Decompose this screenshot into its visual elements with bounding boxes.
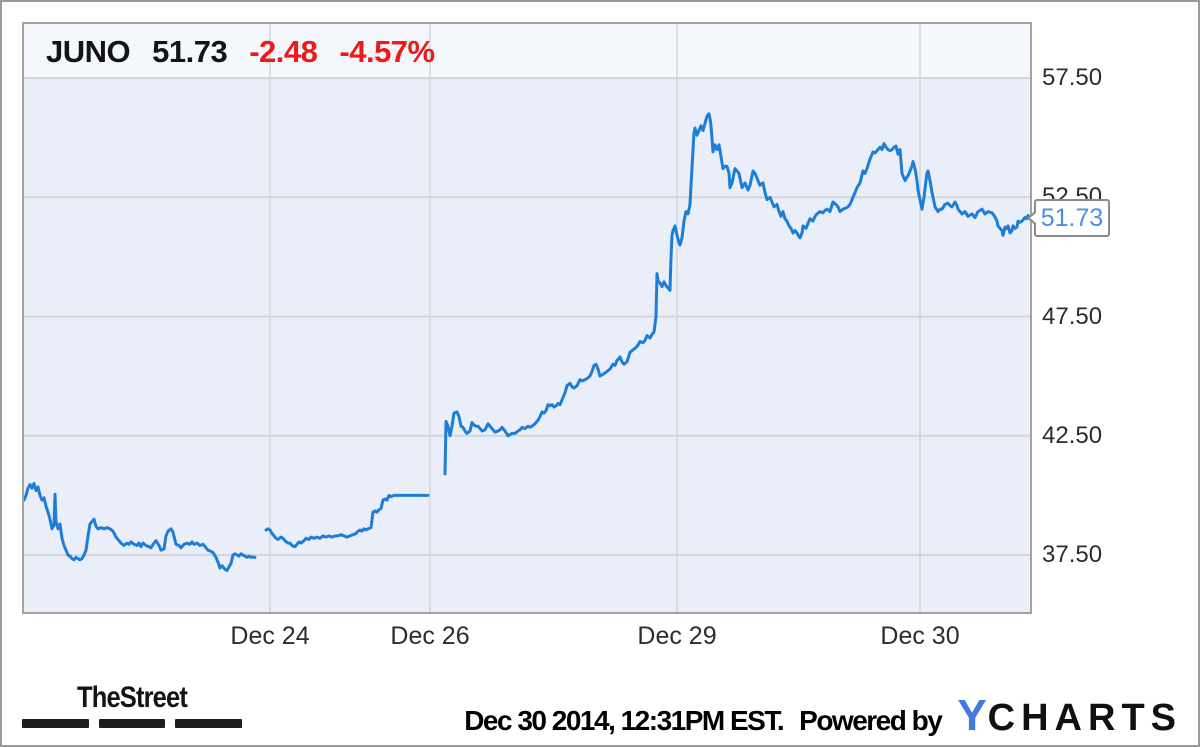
x-tick-label: Dec 24 <box>230 622 310 650</box>
price-line-segment <box>264 493 430 549</box>
last-price-callout-value: 51.73 <box>1040 203 1104 232</box>
logo-bar <box>98 719 166 728</box>
last-price: 51.73 <box>152 34 228 69</box>
y-tick-label: 47.50 <box>1042 302 1103 330</box>
chart-attribution: Dec 30 2014, 12:31PM EST. Powered by Y C… <box>464 691 1182 741</box>
price-line-segment <box>443 112 1030 476</box>
x-tick-label: Dec 30 <box>880 622 960 650</box>
chart-header-band <box>24 24 1030 78</box>
price-change-percent: -4.57% <box>339 34 435 69</box>
powered-by-label: Powered by <box>799 705 943 736</box>
thestreet-logo: TheStreet <box>22 681 243 728</box>
logo-bar <box>22 719 89 728</box>
x-tick-label: Dec 29 <box>637 622 717 650</box>
ticker-symbol: JUNO <box>46 34 131 69</box>
x-tick-label: Dec 26 <box>390 622 470 650</box>
quote-header: JUNO 51.73 -2.48 -4.57% <box>46 34 435 70</box>
price-change: -2.48 <box>249 34 318 69</box>
thestreet-logo-text: TheStreet <box>77 681 188 714</box>
timestamp: Dec 30 2014, 12:31PM EST. <box>464 705 784 736</box>
price-line-chart <box>24 24 1030 612</box>
thestreet-logo-bars <box>22 719 243 728</box>
y-tick-label: 42.50 <box>1042 421 1103 449</box>
logo-bar <box>175 719 243 728</box>
ycharts-logo: Y CHARTS <box>957 691 1182 741</box>
y-tick-label: 37.50 <box>1042 541 1103 568</box>
price-line-segment <box>24 482 257 572</box>
stock-chart: JUNO 51.73 -2.48 -4.57% <box>22 22 1032 614</box>
last-price-callout: 51.73 <box>1027 199 1110 237</box>
ycharts-logo-charts: CHARTS <box>987 697 1182 739</box>
y-tick-label: 57.50 <box>1042 64 1103 91</box>
ycharts-logo-y: Y <box>957 691 987 740</box>
